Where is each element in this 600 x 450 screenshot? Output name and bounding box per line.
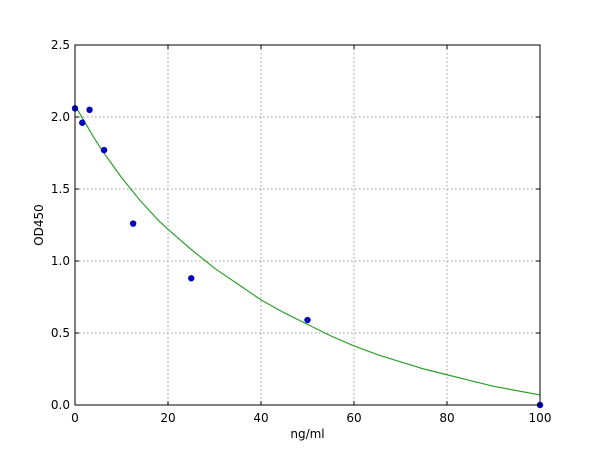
- tick-marks: [74, 44, 541, 406]
- y-tick-label: 0.5: [51, 326, 70, 340]
- x-tick-label: 80: [439, 411, 454, 425]
- data-point: [188, 275, 195, 282]
- data-points-layer: [71, 105, 544, 409]
- y-tick-label: 1.5: [51, 182, 70, 196]
- y-tick-label: 0.0: [51, 398, 70, 412]
- data-point: [304, 316, 311, 324]
- x-tick-label: 0: [71, 411, 79, 425]
- y-tick-labels: 0.0 0.5 1.0 1.5 2.0 2.5: [51, 38, 70, 412]
- data-point: [79, 119, 86, 126]
- data-point: [86, 106, 93, 114]
- data-point: [129, 220, 137, 227]
- x-axis-label: ng/ml: [290, 427, 324, 441]
- grid: [74, 44, 541, 406]
- x-tick-label: 20: [160, 411, 175, 425]
- fit-curve-line: [74, 105, 541, 396]
- x-tick-label: 40: [253, 411, 268, 425]
- x-tick-label: 60: [346, 411, 361, 425]
- x-tick-labels: 0 20 40 60 80 100: [71, 411, 551, 425]
- y-tick-label: 2.5: [51, 38, 70, 52]
- fit-curve-layer: [74, 105, 541, 396]
- y-axis-label: OD450: [32, 204, 46, 246]
- y-tick-label: 2.0: [51, 110, 70, 124]
- x-tick-label: 100: [529, 411, 552, 425]
- data-point: [100, 146, 108, 154]
- plot-frame: [74, 44, 541, 406]
- y-tick-label: 1.0: [51, 254, 70, 268]
